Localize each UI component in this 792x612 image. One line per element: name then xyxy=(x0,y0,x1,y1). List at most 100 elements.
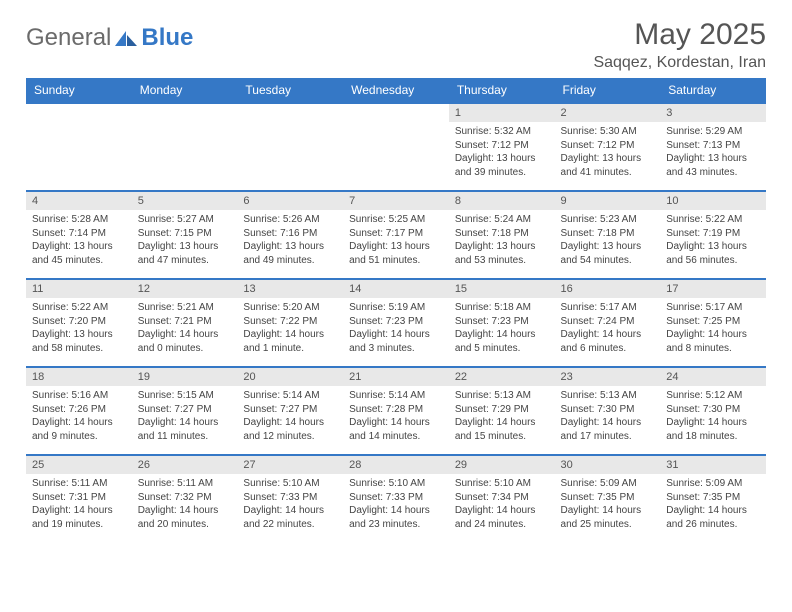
day-number: 13 xyxy=(237,280,343,298)
sunrise-text: Sunrise: 5:14 AM xyxy=(243,389,337,403)
sunrise-text: Sunrise: 5:28 AM xyxy=(32,213,126,227)
calendar-week-row: 4Sunrise: 5:28 AMSunset: 7:14 PMDaylight… xyxy=(26,191,766,279)
sunset-text: Sunset: 7:17 PM xyxy=(349,227,443,241)
logo-text-general: General xyxy=(26,24,111,52)
day-number: 8 xyxy=(449,192,555,210)
sunrise-text: Sunrise: 5:24 AM xyxy=(455,213,549,227)
day-details: Sunrise: 5:21 AMSunset: 7:21 PMDaylight:… xyxy=(132,298,238,359)
day-number: 2 xyxy=(555,104,661,122)
day-details: Sunrise: 5:23 AMSunset: 7:18 PMDaylight:… xyxy=(555,210,661,271)
sunset-text: Sunset: 7:35 PM xyxy=(561,491,655,505)
day-number: 16 xyxy=(555,280,661,298)
daylight-text: Daylight: 14 hours and 24 minutes. xyxy=(455,504,549,531)
calendar-day-cell: 23Sunrise: 5:13 AMSunset: 7:30 PMDayligh… xyxy=(555,367,661,455)
day-details: Sunrise: 5:12 AMSunset: 7:30 PMDaylight:… xyxy=(660,386,766,447)
sunrise-text: Sunrise: 5:23 AM xyxy=(561,213,655,227)
calendar-week-row: 18Sunrise: 5:16 AMSunset: 7:26 PMDayligh… xyxy=(26,367,766,455)
day-number: 10 xyxy=(660,192,766,210)
day-number xyxy=(26,104,132,110)
day-details: Sunrise: 5:14 AMSunset: 7:27 PMDaylight:… xyxy=(237,386,343,447)
day-details: Sunrise: 5:29 AMSunset: 7:13 PMDaylight:… xyxy=(660,122,766,183)
daylight-text: Daylight: 14 hours and 0 minutes. xyxy=(138,328,232,355)
sunset-text: Sunset: 7:12 PM xyxy=(561,139,655,153)
calendar-week-row: 11Sunrise: 5:22 AMSunset: 7:20 PMDayligh… xyxy=(26,279,766,367)
calendar-day-cell: 25Sunrise: 5:11 AMSunset: 7:31 PMDayligh… xyxy=(26,455,132,543)
logo: General Blue xyxy=(26,18,193,52)
sunrise-text: Sunrise: 5:25 AM xyxy=(349,213,443,227)
sunrise-text: Sunrise: 5:21 AM xyxy=(138,301,232,315)
day-number: 25 xyxy=(26,456,132,474)
calendar-day-cell xyxy=(26,103,132,191)
calendar-day-cell: 12Sunrise: 5:21 AMSunset: 7:21 PMDayligh… xyxy=(132,279,238,367)
sunset-text: Sunset: 7:18 PM xyxy=(561,227,655,241)
day-details: Sunrise: 5:09 AMSunset: 7:35 PMDaylight:… xyxy=(555,474,661,535)
day-number: 14 xyxy=(343,280,449,298)
day-number: 27 xyxy=(237,456,343,474)
calendar-week-row: 1Sunrise: 5:32 AMSunset: 7:12 PMDaylight… xyxy=(26,103,766,191)
weekday-header: Tuesday xyxy=(237,78,343,103)
sunset-text: Sunset: 7:20 PM xyxy=(32,315,126,329)
sunrise-text: Sunrise: 5:30 AM xyxy=(561,125,655,139)
day-number: 30 xyxy=(555,456,661,474)
month-title: May 2025 xyxy=(593,18,766,52)
calendar-day-cell: 21Sunrise: 5:14 AMSunset: 7:28 PMDayligh… xyxy=(343,367,449,455)
calendar-day-cell: 27Sunrise: 5:10 AMSunset: 7:33 PMDayligh… xyxy=(237,455,343,543)
sunset-text: Sunset: 7:15 PM xyxy=(138,227,232,241)
sunset-text: Sunset: 7:22 PM xyxy=(243,315,337,329)
sunrise-text: Sunrise: 5:10 AM xyxy=(455,477,549,491)
day-details: Sunrise: 5:11 AMSunset: 7:32 PMDaylight:… xyxy=(132,474,238,535)
sunrise-text: Sunrise: 5:09 AM xyxy=(666,477,760,491)
day-number: 15 xyxy=(449,280,555,298)
day-number: 20 xyxy=(237,368,343,386)
day-number xyxy=(237,104,343,110)
day-number: 22 xyxy=(449,368,555,386)
calendar-day-cell xyxy=(343,103,449,191)
calendar-day-cell: 1Sunrise: 5:32 AMSunset: 7:12 PMDaylight… xyxy=(449,103,555,191)
day-number: 1 xyxy=(449,104,555,122)
sunset-text: Sunset: 7:35 PM xyxy=(666,491,760,505)
daylight-text: Daylight: 13 hours and 53 minutes. xyxy=(455,240,549,267)
calendar-day-cell: 14Sunrise: 5:19 AMSunset: 7:23 PMDayligh… xyxy=(343,279,449,367)
sunrise-text: Sunrise: 5:18 AM xyxy=(455,301,549,315)
sunrise-text: Sunrise: 5:13 AM xyxy=(561,389,655,403)
weekday-header: Saturday xyxy=(660,78,766,103)
daylight-text: Daylight: 14 hours and 20 minutes. xyxy=(138,504,232,531)
sunset-text: Sunset: 7:18 PM xyxy=(455,227,549,241)
sunset-text: Sunset: 7:25 PM xyxy=(666,315,760,329)
day-details: Sunrise: 5:24 AMSunset: 7:18 PMDaylight:… xyxy=(449,210,555,271)
daylight-text: Daylight: 14 hours and 26 minutes. xyxy=(666,504,760,531)
weekday-header: Friday xyxy=(555,78,661,103)
calendar-day-cell: 6Sunrise: 5:26 AMSunset: 7:16 PMDaylight… xyxy=(237,191,343,279)
location: Saqqez, Kordestan, Iran xyxy=(593,54,766,72)
sunset-text: Sunset: 7:31 PM xyxy=(32,491,126,505)
daylight-text: Daylight: 13 hours and 41 minutes. xyxy=(561,152,655,179)
daylight-text: Daylight: 14 hours and 25 minutes. xyxy=(561,504,655,531)
calendar-day-cell: 22Sunrise: 5:13 AMSunset: 7:29 PMDayligh… xyxy=(449,367,555,455)
calendar-day-cell: 17Sunrise: 5:17 AMSunset: 7:25 PMDayligh… xyxy=(660,279,766,367)
calendar-day-cell xyxy=(132,103,238,191)
day-details: Sunrise: 5:30 AMSunset: 7:12 PMDaylight:… xyxy=(555,122,661,183)
day-details: Sunrise: 5:28 AMSunset: 7:14 PMDaylight:… xyxy=(26,210,132,271)
day-number: 28 xyxy=(343,456,449,474)
sunrise-text: Sunrise: 5:17 AM xyxy=(561,301,655,315)
day-number: 18 xyxy=(26,368,132,386)
day-details: Sunrise: 5:10 AMSunset: 7:33 PMDaylight:… xyxy=(237,474,343,535)
daylight-text: Daylight: 14 hours and 17 minutes. xyxy=(561,416,655,443)
sunset-text: Sunset: 7:19 PM xyxy=(666,227,760,241)
sunset-text: Sunset: 7:21 PM xyxy=(138,315,232,329)
weekday-header-row: Sunday Monday Tuesday Wednesday Thursday… xyxy=(26,78,766,103)
sunrise-text: Sunrise: 5:12 AM xyxy=(666,389,760,403)
calendar-day-cell: 18Sunrise: 5:16 AMSunset: 7:26 PMDayligh… xyxy=(26,367,132,455)
daylight-text: Daylight: 14 hours and 12 minutes. xyxy=(243,416,337,443)
sunset-text: Sunset: 7:34 PM xyxy=(455,491,549,505)
sunrise-text: Sunrise: 5:11 AM xyxy=(32,477,126,491)
sunrise-text: Sunrise: 5:10 AM xyxy=(349,477,443,491)
day-details: Sunrise: 5:09 AMSunset: 7:35 PMDaylight:… xyxy=(660,474,766,535)
sunset-text: Sunset: 7:23 PM xyxy=(455,315,549,329)
day-details: Sunrise: 5:32 AMSunset: 7:12 PMDaylight:… xyxy=(449,122,555,183)
day-number: 11 xyxy=(26,280,132,298)
sunset-text: Sunset: 7:14 PM xyxy=(32,227,126,241)
sunrise-text: Sunrise: 5:15 AM xyxy=(138,389,232,403)
sunset-text: Sunset: 7:12 PM xyxy=(455,139,549,153)
day-number: 23 xyxy=(555,368,661,386)
